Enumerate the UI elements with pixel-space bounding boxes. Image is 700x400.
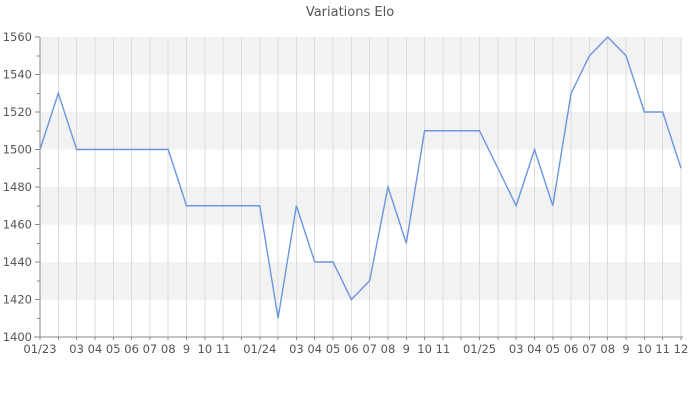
chart-title: Variations Elo xyxy=(305,5,395,20)
x-tick-label: 06 xyxy=(124,342,139,356)
y-tick-label: 1440 xyxy=(3,255,32,269)
vertical-gridlines xyxy=(57,37,682,337)
y-tick-label: 1500 xyxy=(3,143,32,157)
y-axis-ticks xyxy=(35,36,40,338)
x-tick-label: 11 xyxy=(436,342,451,356)
x-tick-label: 05 xyxy=(106,342,121,356)
x-tick-label: 11 xyxy=(216,342,231,356)
y-axis-labels: 1400 1420 1440 1460 1480 1500 1520 1540 1560 xyxy=(3,30,32,344)
y-tick-label: 1460 xyxy=(3,218,32,232)
x-tick-label: 10 xyxy=(198,342,213,356)
x-tick-label: 01/25 xyxy=(463,342,496,356)
y-tick-label: 1540 xyxy=(3,68,32,82)
x-tick-label: 9 xyxy=(403,342,410,356)
x-tick-label: 10 xyxy=(417,342,432,356)
x-tick-label: 08 xyxy=(161,342,176,356)
x-tick-label: 06 xyxy=(344,342,359,356)
x-tick-label: 05 xyxy=(326,342,341,356)
y-tick-label: 1480 xyxy=(3,180,32,194)
x-tick-label: 03 xyxy=(289,342,304,356)
y-tick-label: 1520 xyxy=(3,105,32,119)
elo-series-line xyxy=(39,35,682,319)
x-tick-label: 01/24 xyxy=(243,342,276,356)
x-tick-label: 9 xyxy=(183,342,190,356)
x-tick-label: 10 xyxy=(637,342,652,356)
x-tick-label: 12 xyxy=(674,342,689,356)
background-bands xyxy=(40,37,681,300)
x-tick-label: 11 xyxy=(655,342,670,356)
x-axis-ticks xyxy=(39,337,682,340)
x-tick-label: 03 xyxy=(69,342,84,356)
x-tick-label: 08 xyxy=(600,342,615,356)
x-tick-label: 04 xyxy=(527,342,542,356)
y-tick-label: 1420 xyxy=(3,293,32,307)
x-tick-label: 06 xyxy=(564,342,579,356)
x-axis-labels: 01/23 03 04 05 06 07 08 9 10 11 01/24 03 04 05 06 07 08 9… xyxy=(23,342,688,356)
x-tick-label: 07 xyxy=(362,342,377,356)
x-tick-label: 05 xyxy=(545,342,560,356)
x-tick-label: 04 xyxy=(307,342,322,356)
x-tick-label: 08 xyxy=(381,342,396,356)
y-tick-label: 1560 xyxy=(3,30,32,44)
x-tick-label: 04 xyxy=(88,342,103,356)
x-tick-label: 07 xyxy=(582,342,597,356)
x-tick-label: 07 xyxy=(143,342,158,356)
x-tick-label: 9 xyxy=(622,342,629,356)
x-tick-label: 03 xyxy=(509,342,524,356)
y-tick-label: 1400 xyxy=(3,330,32,344)
x-tick-label: 01/23 xyxy=(23,342,56,356)
